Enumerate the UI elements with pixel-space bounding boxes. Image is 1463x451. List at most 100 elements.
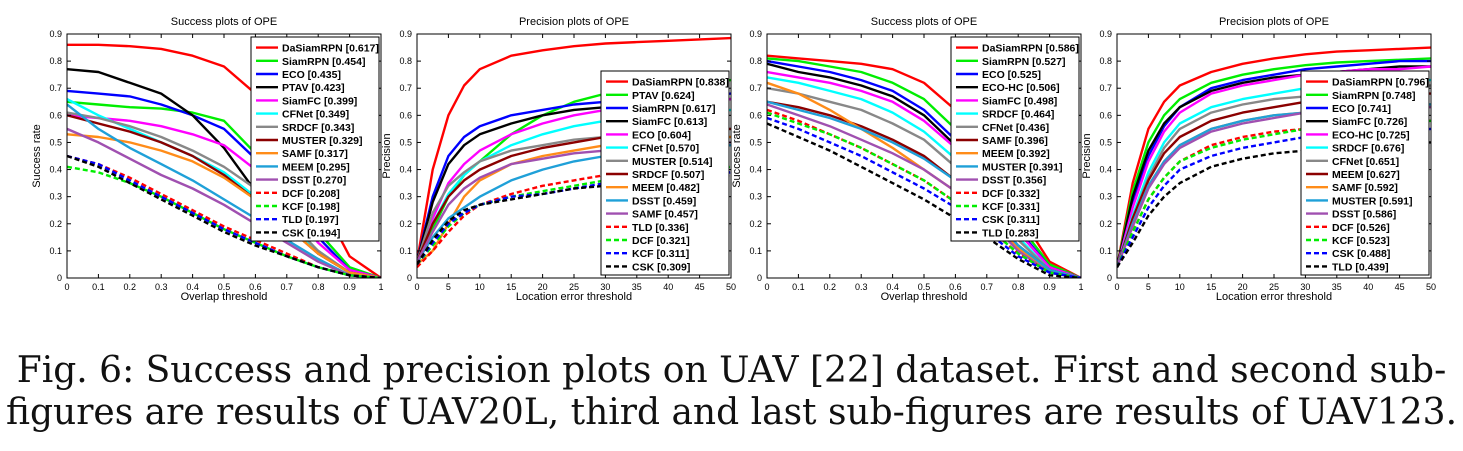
legend-entry: KCF [0.523] (1332, 235, 1390, 247)
y-tick-label: 0.3 (399, 192, 412, 202)
legend-entry: DaSiamRPN [0.617] (282, 43, 379, 55)
chart-title: Precision plots of OPE (519, 16, 629, 28)
series-line-11 (767, 103, 1081, 278)
legend-entry: DSST [0.270] (282, 175, 346, 187)
y-tick-label: 0.4 (1099, 165, 1112, 175)
y-tick-label: 0.7 (49, 83, 62, 93)
series-line-2 (1117, 57, 1431, 268)
legend-entry: PTAV [0.624] (632, 90, 695, 102)
legend-entry: DCF [0.208] (282, 188, 340, 200)
legend-entry: SiamFC [0.613] (632, 116, 707, 128)
y-tick-label: 0.1 (49, 246, 62, 256)
series-line-5 (767, 70, 1081, 278)
y-axis-label: Precision (381, 133, 393, 178)
x-tick-label: 0.9 (1043, 282, 1056, 292)
y-tick-label: 0.8 (49, 56, 62, 66)
series-line-1 (1117, 46, 1431, 268)
y-tick-label: 0.9 (399, 29, 412, 39)
legend-entry: SiamFC [0.726] (1332, 116, 1407, 128)
legend-entry: MUSTER [0.591] (1332, 195, 1413, 207)
series-line-15 (417, 173, 731, 266)
legend-entry: CSK [0.309] (632, 261, 690, 273)
series-line-5 (67, 114, 381, 278)
legend-entry: ECO [0.435] (282, 69, 341, 81)
x-tick-label: 25 (1269, 282, 1279, 292)
legend: DaSiamRPN [0.617]SiamRPN [0.454]ECO [0.4… (250, 36, 380, 242)
legend: DaSiamRPN [0.796]SiamRPN [0.748]ECO [0.7… (1300, 70, 1430, 276)
series-line-10 (767, 100, 1081, 278)
x-tick-label: 0.3 (155, 282, 168, 292)
chart-title: Success plots of OPE (871, 16, 977, 28)
x-tick-label: 0.4 (186, 282, 199, 292)
x-tick-label: 0 (1114, 282, 1119, 292)
x-tick-label: 0 (64, 282, 69, 292)
series-line-1 (417, 36, 731, 262)
legend-entry: DSST [0.356] (982, 175, 1046, 187)
y-tick-label: 0.7 (399, 83, 412, 93)
series-line-14 (67, 154, 381, 278)
series-line-6 (767, 76, 1081, 278)
x-tick-label: 30 (600, 282, 610, 292)
series-line-7 (767, 87, 1081, 278)
y-tick-label: 0.5 (399, 137, 412, 147)
x-tick-label: 0.7 (981, 282, 994, 292)
series-line-12 (67, 154, 381, 278)
y-tick-label: 0.7 (749, 83, 762, 93)
x-tick-label: 15 (506, 282, 516, 292)
y-axis-label: Precision (1081, 133, 1093, 178)
chart-panel-3: Success plots of OPE 0 0.1 0.2 0.3 0.4 0.5 0.6 0… (731, 16, 1084, 303)
legend-entry: DSST [0.459] (632, 195, 696, 207)
legend-entry: ECO [0.525] (982, 69, 1041, 81)
legend-entry: ECO-HC [0.506] (982, 82, 1060, 94)
legend: DaSiamRPN [0.838]PTAV [0.624]SiamRPN [0.… (600, 70, 730, 276)
legend-entry: TLD [0.197] (282, 214, 339, 226)
series-line-13 (767, 111, 1081, 278)
legend-entry: MEEM [0.482] (632, 182, 700, 194)
legend-entry: DSST [0.586] (1332, 209, 1396, 221)
x-tick-label: 0.9 (343, 282, 356, 292)
y-tick-label: 0 (757, 273, 762, 283)
legend-entry: SRDCF [0.343] (282, 122, 354, 134)
legend-entry: KCF [0.331] (982, 201, 1040, 213)
legend-entry: KCF [0.198] (282, 201, 340, 213)
figure-caption: Fig. 6: Success and precision plots on U… (0, 350, 1463, 434)
legend-entry: SiamRPN [0.454] (282, 56, 365, 68)
x-tick-label: 10 (1175, 282, 1185, 292)
legend-entry: ECO [0.604] (632, 129, 691, 141)
x-tick-label: 1 (1078, 282, 1083, 292)
legend-entry: SiamRPN [0.527] (982, 56, 1065, 68)
x-axis-label: Overlap threshold (881, 291, 968, 303)
legend-entry: MEEM [0.295] (282, 161, 350, 173)
legend-entry: SiamRPN [0.617] (632, 103, 715, 115)
x-tick-label: 0.7 (281, 282, 294, 292)
legend-entry: DaSiamRPN [0.586] (982, 43, 1079, 55)
legend-entry: SAMF [0.317] (282, 148, 348, 160)
legend-entry: CSK [0.194] (282, 227, 340, 239)
series-line-13 (67, 165, 381, 278)
y-tick-label: 0.4 (399, 165, 412, 175)
y-tick-label: 0.9 (749, 29, 762, 39)
y-tick-label: 0.5 (49, 137, 62, 147)
x-tick-label: 40 (1363, 282, 1373, 292)
legend-entry: DaSiamRPN [0.796] (1332, 77, 1429, 89)
series-line-15 (67, 154, 381, 278)
legend-entry: DCF [0.526] (1332, 222, 1390, 234)
x-tick-label: 45 (695, 282, 705, 292)
legend: DaSiamRPN [0.586]SiamRPN [0.527]ECO [0.5… (950, 36, 1080, 242)
x-tick-label: 1 (378, 282, 383, 292)
legend-entry: DaSiamRPN [0.838] (632, 77, 729, 89)
x-tick-label: 0 (764, 282, 769, 292)
x-axis-label: Location error threshold (1216, 291, 1332, 303)
y-tick-label: 0.8 (399, 56, 412, 66)
series-line-13 (1117, 119, 1431, 268)
y-tick-label: 0.5 (1099, 137, 1112, 147)
x-tick-label: 0.8 (1012, 282, 1025, 292)
chart-title: Success plots of OPE (171, 16, 277, 28)
y-axis-label: Success rate (731, 124, 743, 188)
x-tick-label: 30 (1300, 282, 1310, 292)
y-tick-label: 0.2 (49, 219, 62, 229)
legend-entry: CSK [0.311] (982, 214, 1040, 226)
legend-entry: SRDCF [0.507] (632, 169, 704, 181)
legend-entry: SiamRPN [0.748] (1332, 90, 1415, 102)
